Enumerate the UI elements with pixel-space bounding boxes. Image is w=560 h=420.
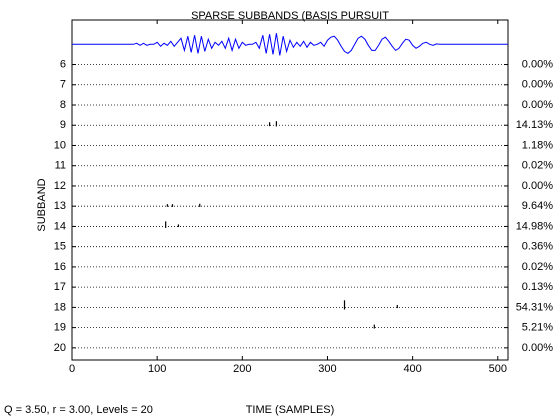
energy-label: 1.18%: [522, 139, 553, 151]
y-tick-label: 13: [54, 200, 66, 212]
energy-label: 5.21%: [522, 322, 553, 334]
energy-label: 0.02%: [522, 261, 553, 273]
y-tick-label: 7: [60, 79, 66, 91]
energy-label: 0.36%: [522, 241, 553, 253]
chart-title: SPARSE SUBBANDS (BASIS PURSUIT: [191, 10, 389, 22]
x-tick-label: 300: [318, 363, 336, 375]
y-axis-label: SUBBAND: [36, 178, 48, 231]
x-tick-label: 400: [403, 363, 421, 375]
y-tick-label: 10: [54, 139, 66, 151]
energy-label: 0.00%: [522, 180, 553, 192]
x-axis-label: TIME (SAMPLES): [246, 404, 335, 416]
energy-label: 0.00%: [522, 342, 553, 354]
y-tick-label: 6: [60, 58, 66, 70]
energy-label: 0.02%: [522, 160, 553, 172]
y-tick-label: 18: [54, 301, 66, 313]
energy-label: 0.00%: [522, 99, 553, 111]
energy-label: 54.31%: [516, 301, 554, 313]
y-tick-label: 15: [54, 241, 66, 253]
y-tick-label: 14: [54, 220, 66, 232]
y-tick-label: 20: [54, 342, 66, 354]
energy-label: 9.64%: [522, 200, 553, 212]
annotation: Q = 3.50, r = 3.00, Levels = 20: [4, 404, 153, 416]
y-tick-label: 11: [55, 160, 66, 172]
y-tick-label: 9: [60, 119, 66, 131]
energy-label: 14.98%: [516, 220, 554, 232]
signal-line: [72, 33, 508, 56]
x-tick-label: 500: [489, 363, 507, 375]
x-tick-label: 100: [148, 363, 166, 375]
y-tick-label: 17: [54, 281, 66, 293]
y-tick-label: 8: [60, 99, 66, 111]
x-tick-label: 200: [233, 363, 251, 375]
energy-label: 14.13%: [516, 119, 554, 131]
x-tick-label: 0: [69, 363, 75, 375]
energy-label: 0.00%: [522, 58, 553, 70]
energy-label: 0.13%: [522, 281, 553, 293]
y-tick-label: 19: [54, 322, 66, 334]
energy-label: 0.00%: [522, 79, 553, 91]
y-tick-label: 12: [54, 180, 66, 192]
y-tick-label: 16: [54, 261, 66, 273]
axes-box: [71, 19, 509, 361]
